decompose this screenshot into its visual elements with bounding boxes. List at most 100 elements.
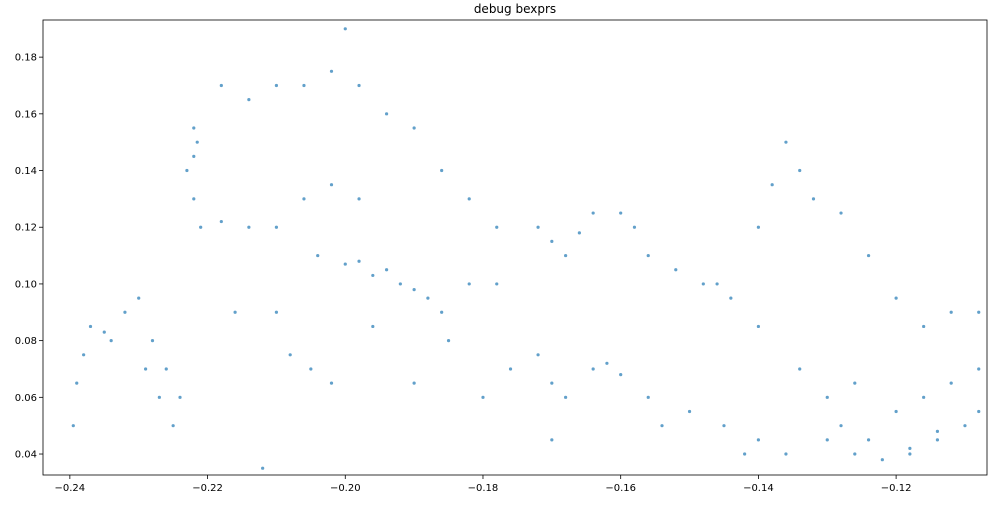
point: [550, 381, 554, 385]
point: [619, 211, 623, 215]
point: [977, 367, 981, 371]
point: [384, 112, 389, 116]
point: [219, 219, 223, 224]
point: [178, 395, 182, 399]
point: [908, 446, 912, 450]
point: [825, 438, 829, 442]
point: [157, 395, 161, 399]
point: [274, 83, 279, 88]
point: [591, 367, 595, 371]
point: [756, 438, 761, 442]
point: [949, 310, 953, 314]
point: [508, 367, 513, 371]
point: [977, 310, 981, 314]
point: [343, 27, 347, 31]
point: [715, 282, 719, 286]
point: [632, 225, 637, 229]
point: [123, 310, 127, 314]
point: [756, 225, 761, 229]
point: [825, 395, 829, 399]
point: [102, 330, 106, 334]
point: [247, 98, 251, 102]
point: [412, 287, 416, 292]
point: [71, 424, 75, 428]
point: [195, 140, 199, 144]
point: [866, 253, 871, 258]
point: [316, 253, 320, 258]
point: [164, 367, 168, 371]
point: [963, 424, 967, 428]
point: [247, 225, 251, 229]
point: [412, 126, 416, 130]
point: [591, 211, 595, 215]
point: [143, 367, 148, 371]
point: [171, 424, 175, 428]
point: [302, 197, 306, 201]
y-tick-label: 0.14: [15, 166, 37, 177]
point: [150, 339, 155, 343]
y-tick-label: 0.08: [15, 336, 37, 347]
point: [894, 296, 898, 300]
point: [329, 381, 334, 385]
point: [357, 259, 361, 263]
point: [467, 282, 471, 286]
point: [908, 452, 912, 456]
y-tick-label: 0.04: [15, 450, 37, 461]
x-tick-label: −0.16: [605, 483, 636, 494]
x-tick-label: −0.18: [468, 483, 499, 494]
point: [701, 282, 705, 286]
point: [935, 429, 940, 433]
point: [743, 452, 747, 456]
point: [853, 452, 857, 456]
point: [880, 458, 884, 462]
point: [922, 324, 926, 329]
point: [192, 154, 196, 158]
point: [192, 126, 196, 130]
point: [839, 211, 843, 215]
point: [646, 395, 650, 399]
point: [398, 282, 402, 286]
x-tick-label: −0.14: [743, 483, 774, 494]
point: [687, 409, 692, 414]
point: [550, 438, 554, 442]
point: [770, 183, 774, 187]
x-tick-label: −0.22: [192, 483, 223, 494]
point: [756, 324, 761, 329]
point: [646, 253, 650, 258]
point: [536, 353, 540, 357]
point: [784, 452, 788, 456]
point: [440, 168, 444, 173]
chart-title: debug bexprs: [474, 2, 556, 16]
point: [329, 69, 334, 73]
point: [722, 424, 726, 428]
point: [233, 310, 237, 314]
point: [440, 310, 444, 314]
point: [798, 168, 802, 173]
point: [412, 381, 416, 385]
point: [550, 239, 554, 244]
point: [467, 197, 471, 201]
point: [446, 339, 451, 343]
point: [949, 381, 953, 385]
y-tick-label: 0.18: [15, 53, 37, 64]
point: [82, 353, 86, 357]
point: [674, 268, 678, 272]
point: [192, 197, 196, 201]
point: [309, 367, 313, 371]
point: [371, 273, 375, 278]
point: [619, 373, 623, 377]
point: [481, 395, 485, 399]
point: [343, 262, 347, 266]
point: [274, 225, 279, 229]
x-tick-label: −0.12: [881, 483, 912, 494]
point: [288, 353, 292, 357]
point: [302, 83, 306, 88]
point: [977, 409, 981, 414]
point: [853, 381, 857, 385]
point: [536, 225, 540, 229]
point: [88, 324, 93, 329]
plot-frame: [42, 19, 988, 476]
point: [866, 438, 871, 442]
point: [564, 253, 568, 258]
